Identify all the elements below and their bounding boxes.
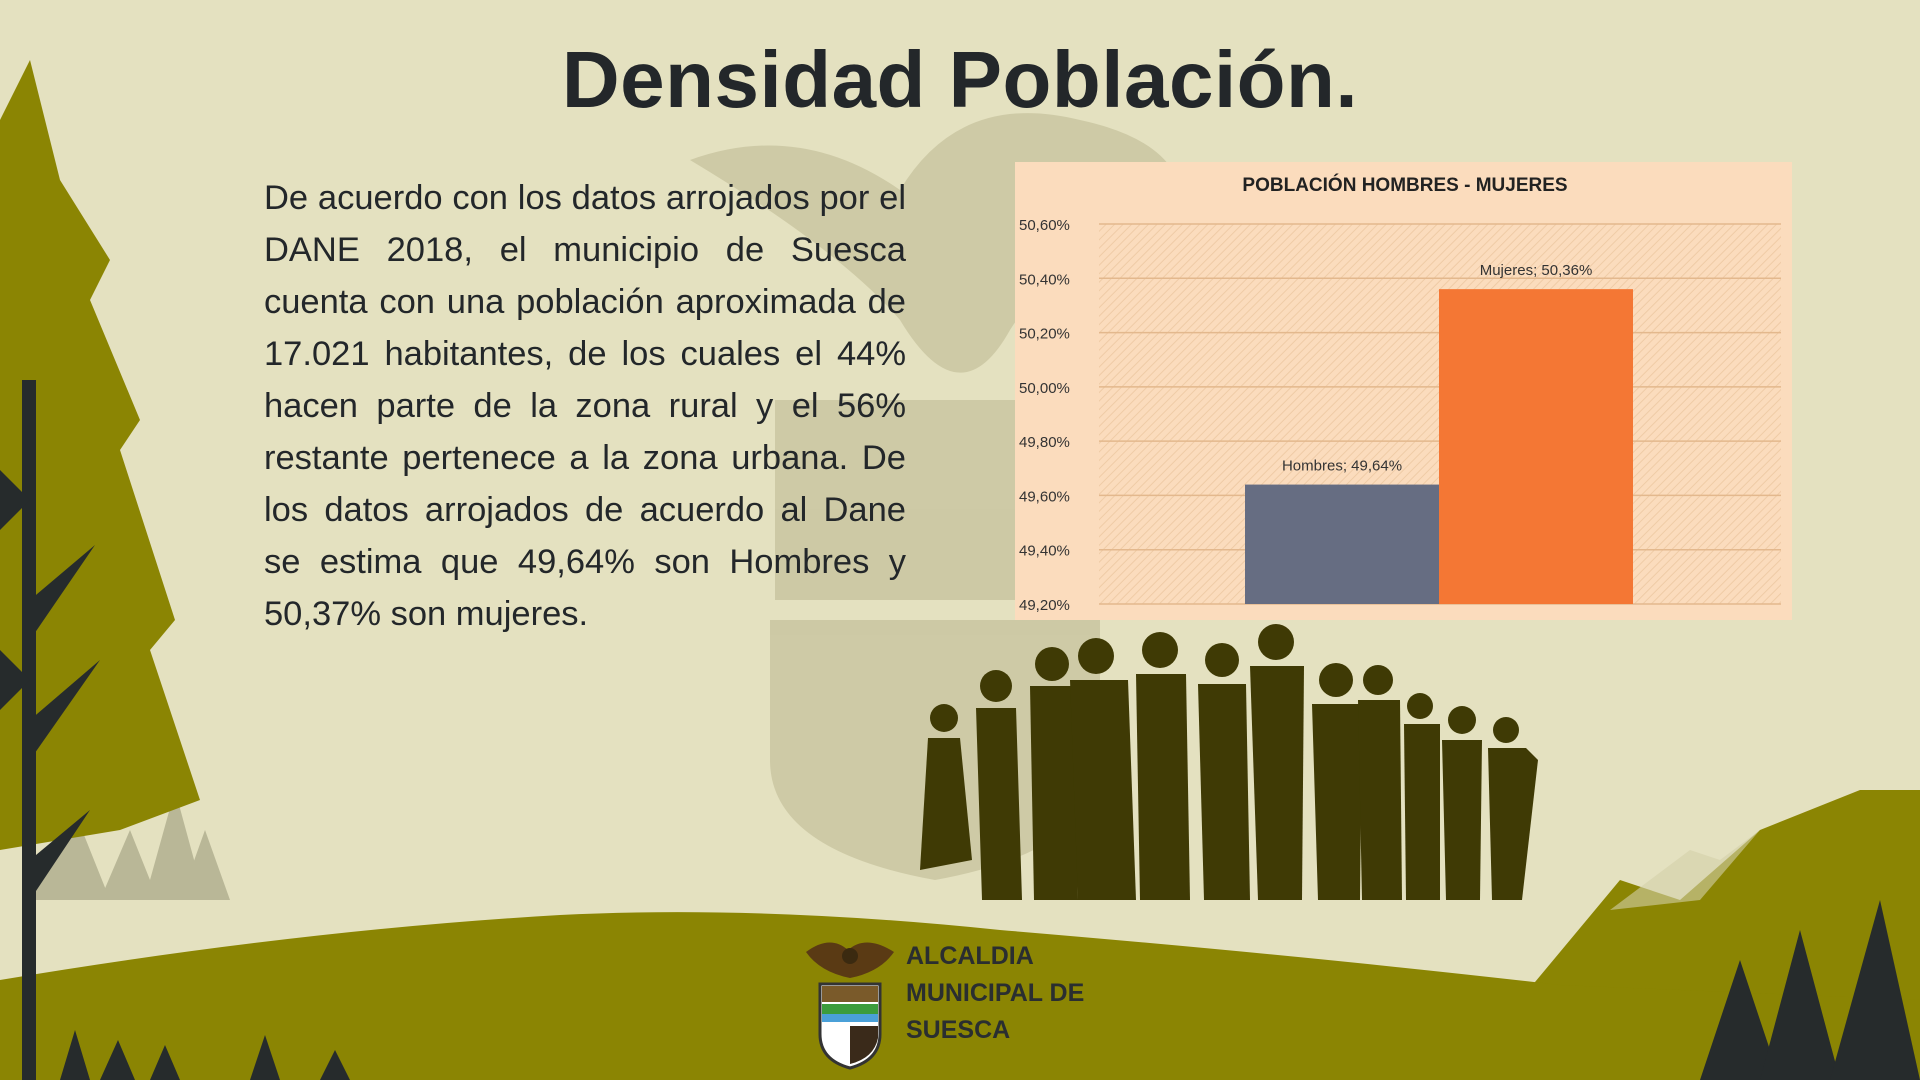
chart-data-label: Mujeres; 50,36% [1480,262,1593,279]
chart-bar-mujeres [1439,289,1633,604]
chart-y-tick-label: 50,60% [1019,217,1070,234]
people-silhouettes [920,624,1538,900]
suesca-emblem-icon [806,942,894,1070]
big-tree-left [0,60,200,1080]
person-7 [1250,624,1304,900]
person-9 [1358,665,1402,900]
person-8 [1312,663,1362,900]
chart-y-tick-label: 50,40% [1019,271,1070,288]
pale-trees [30,790,230,900]
chart-data-label: Hombres; 49,64% [1282,458,1402,475]
person-10 [1404,693,1440,900]
person-4 [1070,638,1136,900]
ground-hill [0,912,1920,1080]
person-12 [1488,717,1538,900]
chart-data-labels: Hombres; 49,64% Mujeres; 50,36% [1282,262,1592,474]
person-1 [920,704,972,870]
person-3 [1030,647,1078,900]
footer-logo-text: ALCALDIA MUNICIPAL DE SUESCA [906,942,1085,1044]
chart-svg: POBLACIÓN HOMBRES - MUJERES 49,20% 49,40%… [1019,174,1781,614]
person-6 [1198,643,1250,900]
person-5 [1136,632,1190,900]
grass-spikes [60,1030,350,1080]
chart-y-axis: 49,20% 49,40% 49,60% 49,80% 50,00% 50,20% 50,4… [1019,217,1070,614]
person-2 [976,670,1022,900]
chart-y-tick-label: 49,80% [1019,434,1070,451]
chart-bar-hombres [1245,484,1439,604]
chart-y-tick-label: 50,00% [1019,380,1070,397]
dark-pines [1700,900,1920,1080]
chart-y-tick-label: 49,60% [1019,488,1070,505]
chart-title: POBLACIÓN HOMBRES - MUJERES [1242,174,1567,196]
chart-bars [1245,289,1633,604]
person-11 [1442,706,1482,900]
chart-y-tick-label: 49,40% [1019,543,1070,560]
chart-y-tick-label: 50,20% [1019,326,1070,343]
population-chart: POBLACIÓN HOMBRES - MUJERES 49,20% 49,40%… [1015,162,1792,620]
page-title: Densidad Población. [561,35,1359,124]
chart-y-tick-label: 49,20% [1019,597,1070,614]
body-paragraph: De acuerdo con los datos arrojados por e… [264,179,906,633]
